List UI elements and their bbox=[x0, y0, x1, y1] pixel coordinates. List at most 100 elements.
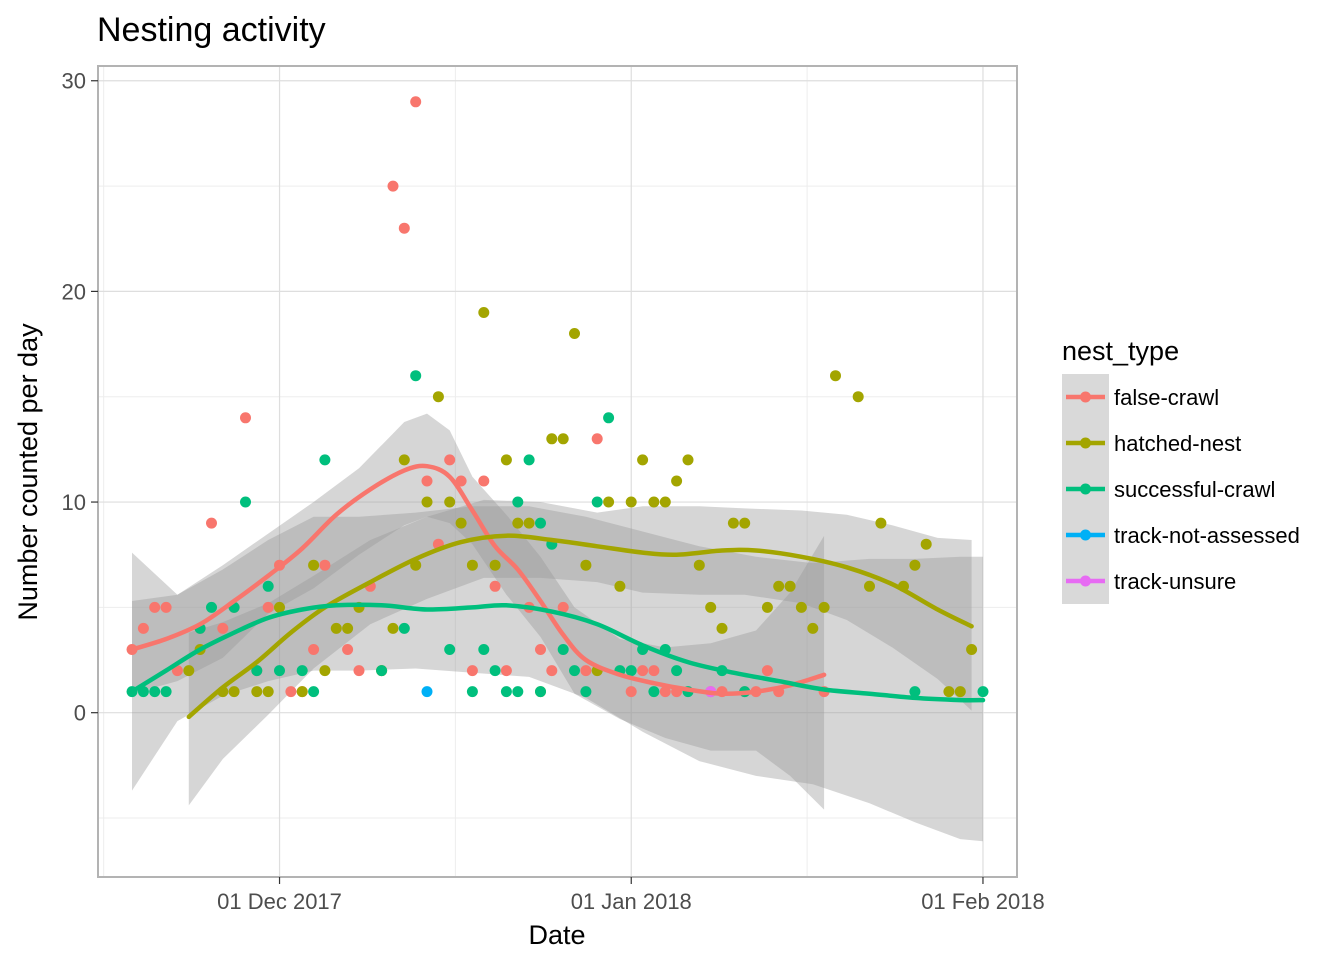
grid-major bbox=[98, 66, 1017, 877]
point-successful-crawl bbox=[240, 496, 251, 508]
point-false-crawl bbox=[489, 580, 501, 592]
point-successful-crawl bbox=[376, 665, 388, 677]
point-hatched-nest bbox=[716, 622, 728, 634]
point-hatched-nest bbox=[557, 433, 569, 445]
confidence-band-successful-crawl bbox=[132, 506, 983, 842]
point-hatched-nest bbox=[342, 622, 354, 634]
point-hatched-nest bbox=[852, 391, 864, 403]
x-axis: 01 Dec 2017 01 Jan 2018 01 Feb 2018 bbox=[217, 877, 1045, 914]
point-successful-crawl bbox=[149, 686, 161, 698]
point-successful-crawl bbox=[648, 686, 660, 698]
point-successful-crawl bbox=[625, 665, 637, 677]
point-successful-crawl bbox=[512, 496, 524, 508]
point-hatched-nest bbox=[500, 454, 512, 466]
point-successful-crawl bbox=[512, 686, 524, 698]
data-points bbox=[126, 96, 989, 698]
point-hatched-nest bbox=[920, 538, 932, 550]
point-false-crawl bbox=[500, 665, 512, 677]
point-hatched-nest bbox=[659, 496, 671, 508]
point-false-crawl bbox=[285, 686, 297, 698]
point-hatched-nest bbox=[875, 517, 887, 529]
point-successful-crawl bbox=[591, 496, 603, 508]
point-false-crawl bbox=[466, 665, 478, 677]
point-false-crawl bbox=[535, 644, 546, 655]
smooth-line-successful-crawl bbox=[129, 602, 986, 703]
point-successful-crawl bbox=[523, 454, 535, 466]
point-false-crawl bbox=[387, 180, 399, 192]
point-false-crawl bbox=[160, 601, 172, 613]
y-tick-label: 0 bbox=[74, 701, 86, 726]
point-false-crawl bbox=[659, 686, 671, 698]
point-hatched-nest bbox=[523, 517, 535, 529]
point-hatched-nest bbox=[830, 370, 841, 382]
point-hatched-nest bbox=[251, 686, 263, 698]
legend-key-point bbox=[1080, 437, 1091, 449]
point-hatched-nest bbox=[739, 517, 751, 529]
point-successful-crawl bbox=[398, 622, 410, 634]
point-false-crawl bbox=[398, 222, 410, 234]
point-hatched-nest bbox=[761, 601, 773, 613]
point-successful-crawl bbox=[580, 686, 592, 698]
point-false-crawl bbox=[410, 96, 422, 108]
legend-label: hatched-nest bbox=[1114, 431, 1241, 456]
point-successful-crawl bbox=[909, 686, 921, 698]
point-successful-crawl bbox=[319, 454, 331, 466]
point-successful-crawl bbox=[262, 580, 274, 592]
point-hatched-nest bbox=[671, 475, 683, 487]
point-hatched-nest bbox=[274, 601, 285, 613]
point-false-crawl bbox=[580, 665, 592, 677]
point-hatched-nest bbox=[228, 686, 240, 698]
point-hatched-nest bbox=[489, 559, 501, 571]
point-successful-crawl bbox=[296, 665, 308, 677]
x-axis-label: Date bbox=[528, 920, 585, 950]
y-tick-label: 10 bbox=[62, 490, 86, 515]
point-successful-crawl bbox=[569, 665, 580, 677]
point-successful-crawl bbox=[308, 686, 320, 698]
point-false-crawl bbox=[637, 665, 649, 677]
point-hatched-nest bbox=[444, 496, 456, 508]
point-hatched-nest bbox=[784, 580, 796, 592]
point-hatched-nest bbox=[262, 686, 274, 698]
x-tick-label: 01 Feb 2018 bbox=[921, 889, 1045, 914]
point-hatched-nest bbox=[478, 307, 490, 318]
point-false-crawl bbox=[262, 601, 274, 613]
point-hatched-nest bbox=[512, 517, 524, 529]
point-false-crawl bbox=[240, 412, 251, 424]
point-false-crawl bbox=[171, 665, 183, 677]
point-hatched-nest bbox=[682, 454, 694, 466]
legend-key-point bbox=[1080, 391, 1091, 403]
y-axis-label: Number counted per day bbox=[13, 323, 43, 621]
point-hatched-nest bbox=[909, 559, 921, 571]
point-hatched-nest bbox=[648, 496, 660, 508]
point-false-crawl bbox=[319, 559, 331, 571]
point-hatched-nest bbox=[693, 559, 705, 571]
point-hatched-nest bbox=[705, 601, 717, 613]
point-hatched-nest bbox=[795, 601, 807, 613]
point-hatched-nest bbox=[637, 454, 649, 466]
point-successful-crawl bbox=[500, 686, 512, 698]
point-hatched-nest bbox=[432, 391, 444, 403]
point-hatched-nest bbox=[727, 517, 739, 529]
x-tick-label: 01 Jan 2018 bbox=[571, 889, 692, 914]
point-successful-crawl bbox=[251, 665, 263, 677]
legend: nest_type false-crawl hatched-nest success… bbox=[1062, 336, 1300, 604]
point-false-crawl bbox=[353, 665, 365, 677]
point-hatched-nest bbox=[308, 559, 320, 571]
point-successful-crawl bbox=[671, 665, 683, 677]
legend-key-point bbox=[1080, 529, 1091, 541]
point-successful-crawl bbox=[977, 686, 989, 698]
smooth-line-false-crawl bbox=[129, 463, 827, 697]
point-successful-crawl bbox=[410, 370, 422, 382]
point-false-crawl bbox=[648, 665, 660, 677]
point-hatched-nest bbox=[569, 328, 580, 339]
point-hatched-nest bbox=[387, 622, 399, 634]
legend-label: false-crawl bbox=[1114, 385, 1219, 410]
point-successful-crawl bbox=[557, 644, 569, 655]
point-false-crawl bbox=[591, 433, 603, 445]
legend-title: nest_type bbox=[1062, 336, 1179, 366]
x-tick-label: 01 Dec 2017 bbox=[217, 889, 342, 914]
point-false-crawl bbox=[546, 665, 558, 677]
point-false-crawl bbox=[478, 475, 490, 487]
legend-label: track-unsure bbox=[1114, 569, 1236, 594]
smooth-lines bbox=[129, 463, 986, 720]
